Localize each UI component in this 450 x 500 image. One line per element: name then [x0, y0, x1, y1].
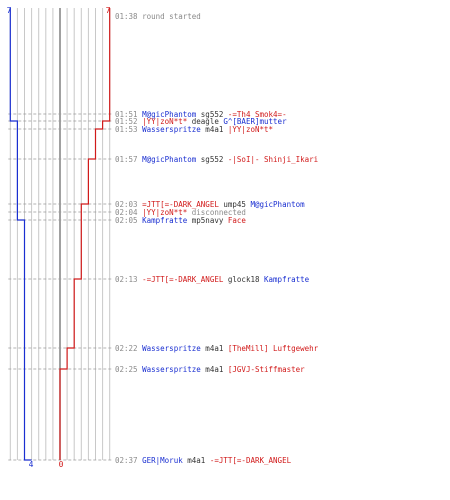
- event-message: round started: [138, 12, 201, 21]
- blue-end-label: 4: [29, 460, 34, 469]
- event-weapon: sg552: [196, 155, 223, 164]
- event-weapon: m4a1: [201, 365, 224, 374]
- event-row: 02:37 GER|Moruk m4a1 -=JTT[=-DARK_ANGEL: [115, 456, 292, 465]
- event-weapon: glock18: [223, 275, 260, 284]
- event-row: 02:25 Wasserspritze m4a1 [JGVJ-Stiffmast…: [115, 365, 305, 374]
- event-actor: Kampfratte: [138, 216, 188, 225]
- event-target: M@gicPhantom: [246, 200, 305, 209]
- event-time: 02:37: [115, 456, 138, 465]
- event-row: 01:38 round started: [115, 12, 201, 21]
- event-actor: Wasserspritze: [138, 344, 202, 353]
- event-actor: Wasserspritze: [138, 125, 202, 134]
- event-row: 01:51 M@gicPhantom sg552 -=Th4 Smok4=-: [115, 110, 287, 119]
- event-target: Kampfratte: [260, 275, 310, 284]
- event-row: 01:52 |YY|zoN*t* deagle G^[BAER]mutter: [115, 117, 287, 126]
- event-weapon: m4a1: [183, 456, 206, 465]
- event-weapon: sg552: [196, 110, 223, 119]
- event-time: 02:25: [115, 365, 138, 374]
- event-target: -=JTT[=-DARK_ANGEL: [205, 456, 291, 465]
- event-weapon: mp5navy: [187, 216, 224, 225]
- event-time: 01:38: [115, 12, 138, 21]
- event-target: [TheMill] Luftgewehr: [223, 344, 318, 353]
- event-row: 02:05 Kampfratte mp5navy Face: [115, 216, 246, 225]
- blue-team-step-line: [9, 8, 32, 461]
- event-target: -=Th4 Smok4=-: [223, 110, 286, 119]
- event-target: |YY|zoN*t*: [223, 125, 273, 134]
- tick-labels: 7 7 4 0: [7, 6, 111, 469]
- red-end-label: 0: [59, 460, 64, 469]
- red-team-step-line: [59, 8, 111, 460]
- event-actor: =JTT[=-DARK_ANGEL: [138, 200, 220, 209]
- event-log: 01:38 round started 01:51 M@gicPhantom sg…: [115, 12, 319, 465]
- event-actor: |YY|zoN*t*: [138, 117, 188, 126]
- event-time: 02:04: [115, 208, 138, 217]
- event-row: 02:22 Wasserspritze m4a1 [TheMill] Luftg…: [115, 344, 319, 353]
- event-target: G^[BAER]mutter: [219, 117, 287, 126]
- event-actor: Wasserspritze: [138, 365, 202, 374]
- event-weapon: m4a1: [201, 125, 224, 134]
- event-target: [JGVJ-Stiffmaster: [223, 365, 305, 374]
- event-message: disconnected: [187, 208, 246, 217]
- event-time: 02:05: [115, 216, 138, 225]
- event-time: 02:03: [115, 200, 138, 209]
- event-actor: -=JTT[=-DARK_ANGEL: [138, 275, 224, 284]
- blue-start-label: 7: [7, 6, 12, 15]
- event-time: 02:22: [115, 344, 138, 353]
- event-actor: M@gicPhantom: [138, 110, 197, 119]
- red-start-label: 7: [106, 6, 111, 15]
- event-actor: GER|Moruk: [138, 456, 184, 465]
- event-row: 02:04 |YY|zoN*t* disconnected: [115, 208, 246, 217]
- event-target: Face: [223, 216, 246, 225]
- event-weapon: m4a1: [201, 344, 224, 353]
- event-time: 01:52: [115, 117, 138, 126]
- event-weapon: ump45: [219, 200, 246, 209]
- event-actor: M@gicPhantom: [138, 155, 197, 164]
- event-time: 02:13: [115, 275, 138, 284]
- event-row: 01:57 M@gicPhantom sg552 -|SoI|- Shinji_…: [115, 155, 318, 164]
- event-time: 01:53: [115, 125, 138, 134]
- event-time: 01:57: [115, 155, 138, 164]
- event-weapon: deagle: [187, 117, 219, 126]
- event-row: 02:03 =JTT[=-DARK_ANGEL ump45 M@gicPhant…: [115, 200, 305, 209]
- event-row: 02:13 -=JTT[=-DARK_ANGEL glock18 Kampfra…: [115, 275, 310, 284]
- event-actor: |YY|zoN*t*: [138, 208, 188, 217]
- alive-count-steps: [9, 8, 111, 461]
- event-time: 01:51: [115, 110, 138, 119]
- event-row: 01:53 Wasserspritze m4a1 |YY|zoN*t*: [115, 125, 273, 134]
- event-target: -|SoI|- Shinji_Ikari: [223, 155, 318, 164]
